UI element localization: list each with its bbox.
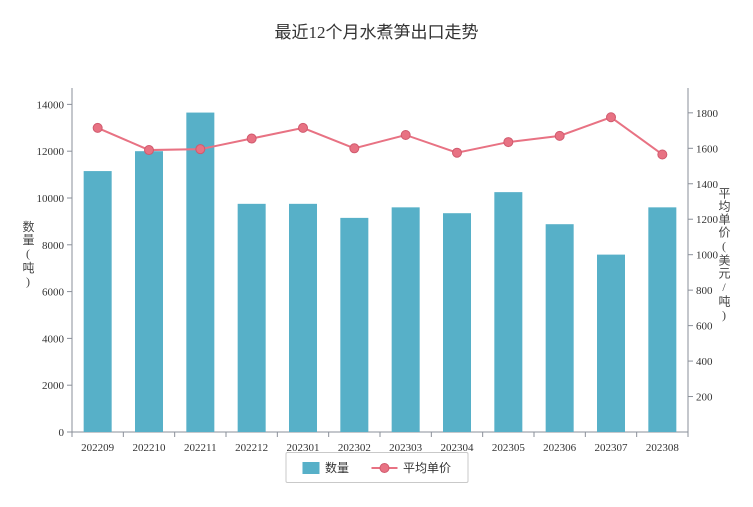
left-axis-tick-label: 12000 [37, 146, 65, 158]
point-202308 [657, 149, 668, 160]
bar-202212 [237, 203, 266, 432]
legend: 数量 平均单价 [284, 452, 469, 483]
right-axis-tick-label: 1800 [696, 108, 719, 120]
left-axis-title: 数量(吨) [21, 220, 35, 290]
left-axis-tick-label: 8000 [42, 240, 65, 252]
right-axis-tick-label: 400 [696, 356, 713, 368]
bar-202303 [391, 207, 420, 432]
left-axis-tick-label: 6000 [42, 287, 65, 299]
point-202210 [144, 145, 154, 156]
left-axis-tick-label: 2000 [42, 380, 65, 392]
point-202303 [400, 129, 411, 140]
point-202304 [452, 147, 462, 158]
x-axis-tick-label: 202308 [646, 442, 680, 454]
right-axis-tick-label: 200 [696, 392, 713, 404]
point-202306 [554, 130, 565, 141]
x-axis-tick-label: 202304 [441, 442, 475, 454]
point-202212 [246, 133, 257, 144]
left-axis-tick-label: 14000 [37, 99, 65, 111]
x-axis-tick-label: 202301 [287, 442, 320, 454]
legend-item-quantity[interactable]: 数量 [301, 459, 349, 476]
right-axis-tick-label: 1400 [696, 179, 719, 191]
bar-202304 [443, 213, 471, 432]
right-axis-tick-label: 800 [696, 285, 713, 297]
x-axis-tick-label: 202211 [184, 442, 217, 454]
bar-202211 [186, 112, 215, 433]
legend-label-quantity: 数量 [324, 461, 349, 475]
right-axis-title: 平均单价(美元/吨) [717, 187, 731, 323]
bar-202306 [545, 224, 574, 432]
legend-label-price: 平均单价 [403, 461, 452, 475]
bar-202301 [289, 203, 317, 432]
point-202211 [195, 144, 206, 155]
bar-202305 [494, 192, 523, 432]
right-axis-tick-label: 1200 [696, 214, 719, 226]
price-line-swatch-icon [371, 462, 397, 474]
x-axis-tick-label: 202210 [133, 442, 167, 454]
price-line [97, 116, 663, 156]
x-axis-tick-label: 202212 [235, 442, 268, 454]
bar-202209 [83, 171, 112, 432]
point-202305 [503, 137, 514, 148]
left-axis-tick-label: 4000 [42, 333, 65, 345]
point-202209 [92, 122, 103, 133]
x-axis-tick-label: 202305 [492, 442, 526, 454]
left-axis-tick-label: 0 [59, 427, 65, 439]
x-axis-tick-label: 202302 [338, 442, 371, 454]
x-axis-tick-label: 202307 [595, 442, 629, 454]
x-axis-tick-label: 202209 [81, 442, 115, 454]
point-202307 [606, 112, 616, 123]
bar-202308 [648, 207, 677, 432]
x-axis-tick-label: 202303 [389, 442, 423, 454]
legend-item-price[interactable]: 平均单价 [371, 459, 451, 476]
bar-202210 [135, 151, 163, 433]
price-line-marker-icon [379, 462, 389, 473]
bar-202302 [340, 217, 369, 432]
bar-202307 [597, 254, 625, 432]
right-axis-tick-label: 1600 [696, 143, 719, 155]
chart-title: 最近12个月水煮笋出口走势 [274, 23, 479, 42]
right-axis-tick-label: 1000 [696, 250, 719, 262]
quantity-bar-swatch-icon [301, 461, 319, 474]
left-axis-tick-label: 10000 [37, 193, 65, 205]
point-202301 [298, 122, 308, 133]
right-axis-tick-label: 600 [696, 321, 713, 333]
point-202302 [349, 143, 360, 154]
x-axis-tick-label: 202306 [543, 442, 577, 454]
